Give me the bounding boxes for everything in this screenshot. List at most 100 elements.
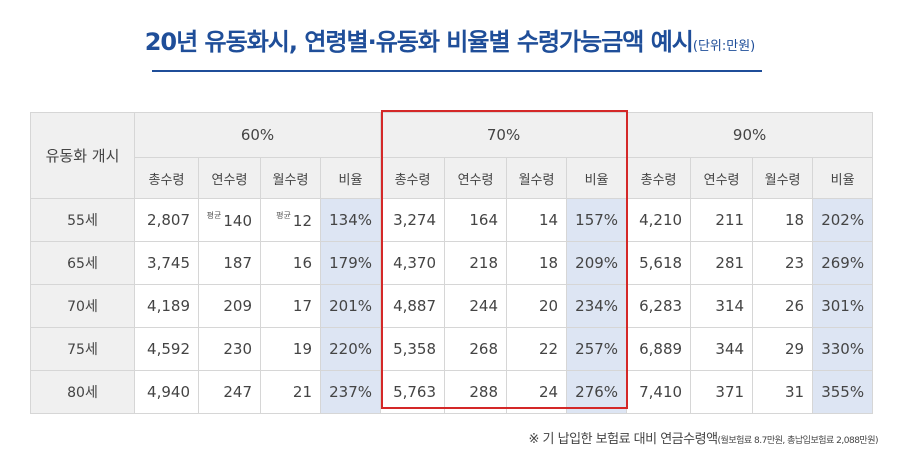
table-row: 55세 2,807 평균 140 평균 12 134% 3,274 164 14 157% 4,210…	[30, 198, 874, 242]
value-cell: 23	[752, 241, 814, 285]
subheader-cell: 비율	[566, 157, 628, 199]
ratio-cell: 201%	[319, 284, 382, 328]
title-underline	[152, 70, 762, 72]
average-marker: 평균	[276, 211, 291, 220]
ratio-cell: 234%	[566, 284, 628, 328]
value-cell: 288	[444, 370, 508, 414]
group-header-60: 60%	[133, 112, 382, 158]
value-cell: 26	[752, 284, 814, 328]
payout-table: 유동화 개시 60% 70% 90% 총수령 연수령 월수령 비율 총수령 연수령 월수령 비…	[30, 112, 874, 414]
cell-value: 140	[223, 212, 252, 230]
value-cell: 5,618	[626, 241, 692, 285]
value-cell: 4,887	[380, 284, 446, 328]
value-cell: 5,358	[380, 327, 446, 371]
value-cell: 19	[260, 327, 321, 371]
value-cell: 247	[198, 370, 261, 414]
table-row: 75세 4,592 230 19 220% 5,358 268 22 257% 6,889 344 2…	[30, 327, 874, 371]
value-cell: 244	[444, 284, 508, 328]
value-cell: 18	[506, 241, 568, 285]
age-cell: 55세	[30, 198, 135, 242]
value-cell: 371	[690, 370, 754, 414]
footnote-main: ※ 기 납입한 보험료 대비 연금수령액	[528, 432, 719, 447]
value-cell: 344	[690, 327, 754, 371]
table-row: 70세 4,189 209 17 201% 4,887 244 20 234% 6,283 314 2…	[30, 284, 874, 328]
value-cell: 4,940	[134, 370, 199, 414]
value-cell: 281	[690, 241, 754, 285]
value-cell: 3,274	[380, 198, 446, 242]
footnote-detail: (월보험료 8.7만원, 총납입보험료 2,088만원)	[717, 436, 879, 446]
table-row: 65세 3,745 187 16 179% 4,370 218 18 209% 5,618 281 2…	[30, 241, 874, 285]
group-header-70: 70%	[380, 112, 628, 158]
value-cell: 5,763	[380, 370, 446, 414]
footnote: ※ 기 납입한 보험료 대비 연금수령액(월보험료 8.7만원, 총납입보험료 …	[528, 428, 879, 447]
value-cell: 2,807	[134, 198, 199, 242]
age-cell: 70세	[30, 284, 135, 328]
value-cell: 4,592	[134, 327, 199, 371]
subheader-cell: 총수령	[134, 157, 199, 199]
table-row: 80세 4,940 247 21 237% 5,763 288 24 276% 7,410 371 3…	[30, 370, 874, 414]
value-cell: 21	[260, 370, 321, 414]
value-cell: 164	[444, 198, 508, 242]
value-cell: 31	[752, 370, 814, 414]
subheader-cell: 비율	[319, 157, 382, 199]
value-cell: 6,889	[626, 327, 692, 371]
ratio-cell: 269%	[812, 241, 874, 285]
ratio-cell: 179%	[319, 241, 382, 285]
ratio-cell: 301%	[812, 284, 874, 328]
group-header-90: 90%	[626, 112, 874, 158]
value-cell: 평균 140	[198, 198, 261, 242]
value-cell: 7,410	[626, 370, 692, 414]
ratio-cell: 220%	[319, 327, 382, 371]
value-cell: 187	[198, 241, 261, 285]
value-cell: 29	[752, 327, 814, 371]
age-cell: 75세	[30, 327, 135, 371]
subheader-cell: 총수령	[626, 157, 692, 199]
cell-value: 12	[292, 212, 312, 230]
age-cell: 80세	[30, 370, 135, 414]
subheader-cell: 월수령	[506, 157, 568, 199]
value-cell: 평균 12	[260, 198, 321, 242]
value-cell: 20	[506, 284, 568, 328]
ratio-cell: 355%	[812, 370, 874, 414]
ratio-cell: 330%	[812, 327, 874, 371]
ratio-cell: 276%	[566, 370, 628, 414]
ratio-cell: 257%	[566, 327, 628, 371]
value-cell: 268	[444, 327, 508, 371]
subheader-cell: 비율	[812, 157, 874, 199]
value-cell: 14	[506, 198, 568, 242]
average-marker: 평균	[206, 211, 222, 220]
table-body: 55세 2,807 평균 140 평균 12 134% 3,274 164 14 157% 4,210…	[30, 198, 874, 414]
ratio-cell: 157%	[566, 198, 628, 242]
value-cell: 17	[260, 284, 321, 328]
value-cell: 4,189	[134, 284, 199, 328]
value-cell: 16	[260, 241, 321, 285]
page-title: 20년 유동화시, 연령별·유동화 비율별 수령가능금액 예시(단위:만원)	[0, 22, 900, 57]
value-cell: 4,210	[626, 198, 692, 242]
subheader-cell: 연수령	[198, 157, 261, 199]
value-cell: 314	[690, 284, 754, 328]
value-cell: 18	[752, 198, 814, 242]
value-cell: 22	[506, 327, 568, 371]
age-cell: 65세	[30, 241, 135, 285]
ratio-cell: 134%	[319, 198, 382, 242]
subheader-cell: 총수령	[380, 157, 446, 199]
subheader-cell: 연수령	[444, 157, 508, 199]
subheader-cell: 연수령	[690, 157, 754, 199]
start-header: 유동화 개시	[30, 112, 135, 199]
value-cell: 6,283	[626, 284, 692, 328]
value-cell: 218	[444, 241, 508, 285]
ratio-cell: 202%	[812, 198, 874, 242]
value-cell: 209	[198, 284, 261, 328]
subheader-cell: 월수령	[260, 157, 321, 199]
value-cell: 230	[198, 327, 261, 371]
title-main: 20년 유동화시, 연령별·유동화 비율별 수령가능금액 예시	[144, 28, 694, 56]
value-cell: 24	[506, 370, 568, 414]
ratio-cell: 237%	[319, 370, 382, 414]
value-cell: 211	[690, 198, 754, 242]
subheader-cell: 월수령	[752, 157, 814, 199]
title-unit: (단위:만원)	[692, 39, 756, 54]
value-cell: 4,370	[380, 241, 446, 285]
value-cell: 3,745	[134, 241, 199, 285]
ratio-cell: 209%	[566, 241, 628, 285]
subheader-row: 총수령 연수령 월수령 비율 총수령 연수령 월수령 비율 총수령 연수령 월수령 비율	[31, 157, 874, 199]
